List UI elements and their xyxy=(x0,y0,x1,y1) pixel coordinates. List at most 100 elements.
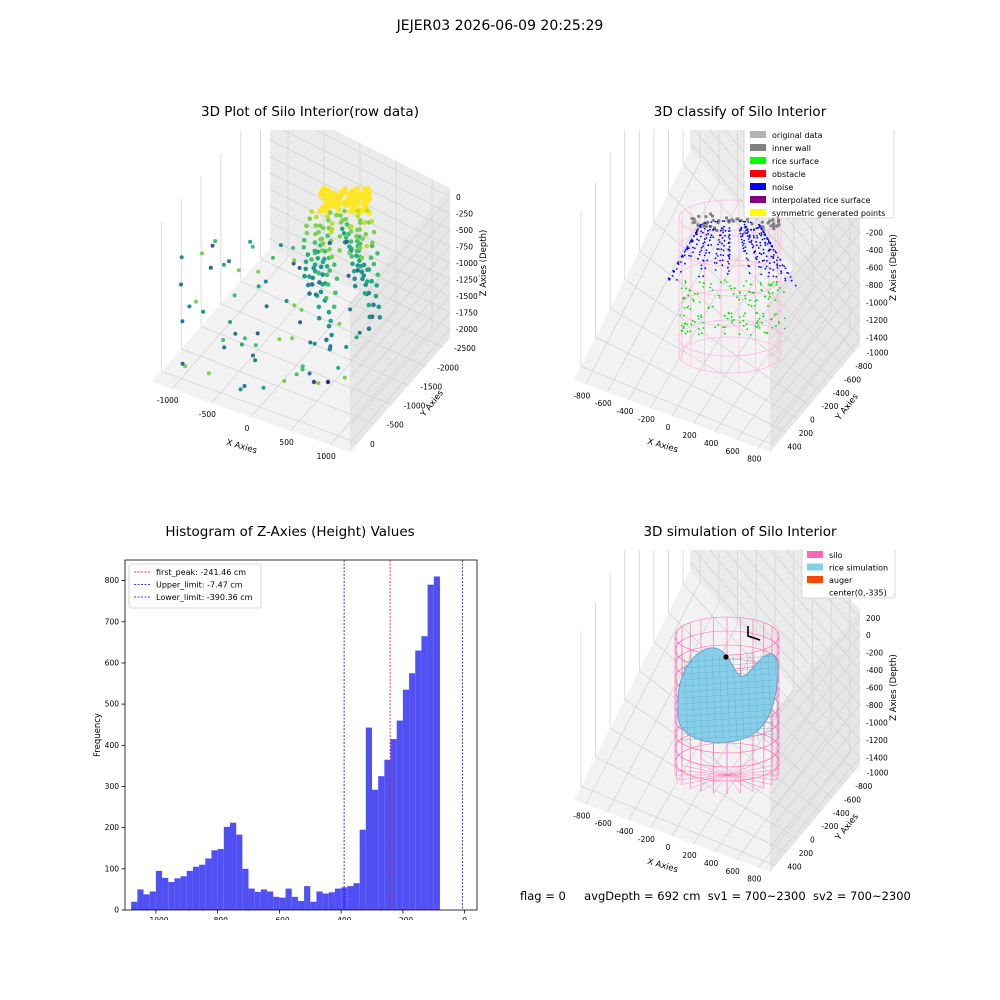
data-point xyxy=(337,248,342,253)
noise-point xyxy=(702,260,705,262)
data-point xyxy=(329,254,335,260)
data-point xyxy=(357,218,363,223)
histogram-bar xyxy=(421,636,428,910)
y-tick-label: 600 xyxy=(105,658,120,667)
rice-surface-point xyxy=(698,301,701,303)
rice-surface-point xyxy=(688,289,691,292)
wall-point xyxy=(724,216,729,220)
data-point xyxy=(322,249,328,254)
x-gridline xyxy=(606,602,720,813)
data-point xyxy=(348,239,354,244)
noise-point xyxy=(703,254,706,257)
noise-point xyxy=(728,262,730,265)
y-tick-label: -1000 xyxy=(867,348,889,357)
wall-point xyxy=(771,222,776,226)
x-axis-label: X Axies xyxy=(646,437,679,455)
noise-point xyxy=(728,238,731,240)
z-tick-label: -200 xyxy=(866,649,883,658)
wall-point xyxy=(711,218,715,222)
rice-surface-point xyxy=(694,293,696,295)
wall-point xyxy=(769,224,773,228)
rice-surface-point xyxy=(777,289,779,291)
mesh-line xyxy=(681,685,775,693)
data-point xyxy=(358,264,364,269)
legend-label: interpolated rice surface xyxy=(772,196,870,205)
noise-point xyxy=(771,245,774,248)
data-point xyxy=(316,230,321,235)
data-point xyxy=(312,341,317,346)
data-point xyxy=(325,379,331,385)
data-point xyxy=(233,331,238,336)
histogram-bar xyxy=(205,858,212,910)
z-tick-label: -600 xyxy=(866,684,883,693)
data-point xyxy=(327,188,333,194)
data-point xyxy=(303,259,309,265)
noise-point xyxy=(708,251,711,254)
classify-3d-plot: -800 -600 -400 -200 0 200 400 600 800 400 200 0 -200… xyxy=(573,130,899,464)
simulation-3d-plot: -800 -600 -400 -200 0 200 400 600 800 400 200 0 -200… xyxy=(573,550,899,884)
noise-point xyxy=(757,226,760,229)
noise-point xyxy=(752,245,755,247)
legend-swatch xyxy=(750,183,766,190)
noise-point xyxy=(767,238,769,241)
histogram-bar xyxy=(322,893,329,910)
noise-point xyxy=(720,248,723,251)
z-tick-label: -1500 xyxy=(456,292,478,301)
noise-point xyxy=(772,275,775,278)
z-tick-label: -1400 xyxy=(866,333,888,342)
auger-marker xyxy=(747,626,761,641)
noise-point xyxy=(750,221,752,224)
data-point xyxy=(342,188,349,194)
histogram-bar xyxy=(211,850,218,910)
data-point xyxy=(305,252,311,257)
noise-point xyxy=(764,244,767,247)
data-point xyxy=(248,239,253,244)
rice-surface-point xyxy=(746,328,749,331)
noise-point xyxy=(758,233,761,235)
z-axis-label: Z Axies (Depth) xyxy=(889,654,899,721)
rice-surface-point xyxy=(770,318,773,320)
noise-point xyxy=(789,276,792,278)
histogram-bar xyxy=(155,870,163,910)
data-point xyxy=(321,204,327,210)
legend-box xyxy=(128,563,262,609)
noise-point xyxy=(759,244,762,247)
silo-wire xyxy=(690,774,728,789)
legend-label: first_peak: -241.46 cm xyxy=(156,568,246,577)
noise-point xyxy=(718,234,721,237)
data-point xyxy=(375,272,381,278)
y-gridline xyxy=(595,756,787,853)
noise-point xyxy=(722,225,725,228)
rice-surface-point xyxy=(772,281,775,284)
z-gridline xyxy=(769,550,861,726)
noise-point xyxy=(696,233,698,236)
data-point xyxy=(300,367,305,372)
mesh-line xyxy=(718,654,724,741)
data-point xyxy=(371,229,377,235)
center-marker xyxy=(723,654,729,660)
x-gridline xyxy=(585,581,701,805)
data-point xyxy=(320,225,326,231)
noise-point xyxy=(743,223,746,226)
rice-surface-point xyxy=(722,326,724,329)
z-tick-label: -800 xyxy=(866,281,883,290)
rice-surface-point xyxy=(698,327,700,330)
z-gridline xyxy=(754,550,861,778)
legend-label: center(0,-335) xyxy=(829,589,887,598)
noise-point xyxy=(750,228,753,231)
data-point xyxy=(357,227,362,232)
y-gridline xyxy=(200,325,392,405)
rice-surface-point xyxy=(693,321,696,324)
data-point xyxy=(297,265,302,270)
wall-point xyxy=(731,219,735,223)
x-gridline xyxy=(606,182,720,393)
data-point xyxy=(307,371,312,376)
legend-label: silo xyxy=(829,551,843,560)
data-point xyxy=(334,212,339,218)
rice-surface-point xyxy=(768,292,771,295)
noise-point xyxy=(761,260,764,262)
silo-ring xyxy=(674,742,780,782)
data-point xyxy=(317,280,322,285)
x-tick-label: 0 xyxy=(666,423,671,432)
z-gridline xyxy=(769,550,861,760)
